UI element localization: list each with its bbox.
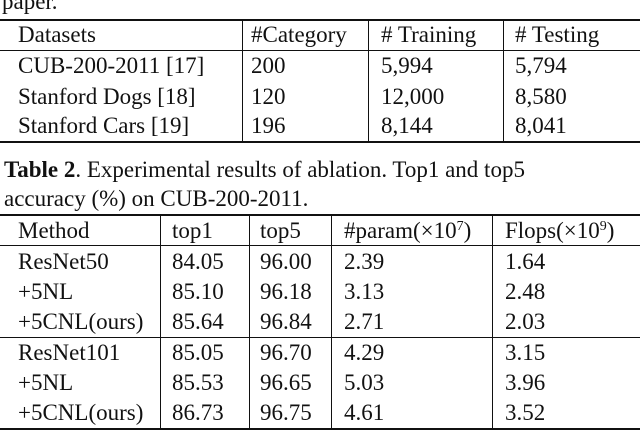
flops-header-suffix: ) [606,218,615,243]
table2-caption-line1: Table 2. Experimental results of ablatio… [4,157,525,183]
table2-cell: +5CNL(ours) [18,400,144,425]
table2-cell: 1.64 [505,249,546,274]
table1-cell: 8,144 [381,113,433,138]
table1-cell: 8,041 [515,113,567,138]
table2-caption-text: . Experimental results of ablation. Top1… [75,157,525,182]
param-header-prefix: #param(×10 [344,218,457,243]
table2-bottom-rule [0,428,640,430]
table1-bottom-rule [0,141,640,143]
table1-cell: 5,994 [381,53,433,78]
table2-cell: 96.00 [260,249,312,274]
table1-header-testing: # Testing [515,22,600,47]
table1-header-rule [0,50,640,51]
table1-cell: 120 [251,84,286,109]
table2-cell: ResNet101 [18,340,121,365]
table2-caption-label: Table 2 [4,157,76,182]
table2-cell: 3.13 [344,279,385,304]
table2-cell: 85.53 [172,370,224,395]
table2-cell: 2.48 [505,279,546,304]
table2-cell: 2.71 [344,309,385,334]
table2-cell: ResNet50 [18,249,109,274]
table1-cell: 5,794 [515,53,567,78]
table2-cell: 96.75 [260,400,312,425]
table2-cell: 3.15 [505,340,546,365]
table2-cell: 3.96 [505,370,546,395]
table2-cell: +5NL [18,279,74,304]
table2-caption-line2: accuracy (%) on CUB-200-2011. [4,186,309,211]
table1-cell: Stanford Dogs [18] [18,84,196,109]
table2-cell: 85.05 [172,340,224,365]
table1-header-category: #Category [251,22,347,47]
table2-cell: 2.39 [344,249,385,274]
table2-cell: 96.84 [260,309,312,334]
table2-col-divider [331,215,332,428]
table1-cell: Stanford Cars [19] [18,113,190,138]
table2-cell: 3.52 [505,400,546,425]
table2-cell: 85.64 [172,309,224,334]
param-header-suffix: ) [463,218,472,243]
table2-cell: +5CNL(ours) [18,309,144,334]
table2-cell: 5.03 [344,370,385,395]
table2-cell: 4.29 [344,340,385,365]
table2-col-divider [160,215,161,428]
table2-cell: 84.05 [172,249,224,274]
table1-cell: 196 [251,113,286,138]
table2-header-top5: top5 [260,218,301,243]
table2-cell: 96.70 [260,340,312,365]
table2-header-rule [0,245,640,246]
table1-cell: 8,580 [515,84,567,109]
table2-cell: 85.10 [172,279,224,304]
table2-cell: +5NL [18,370,74,395]
table2-col-divider [249,215,250,428]
flops-header-prefix: Flops(×10 [505,218,600,243]
table1-cell: 200 [251,53,286,78]
table1-header-datasets: Datasets [18,22,96,47]
table1-cell: CUB-200-2011 [17] [18,53,205,78]
table2-header-param: #param(×107) [344,218,471,244]
table2-cell: 86.73 [172,400,224,425]
table1-header-training: # Training [381,22,477,47]
table2-header-method: Method [18,218,90,243]
table2-cell: 96.18 [260,279,312,304]
flops-header-exponent: 9 [599,219,607,234]
table1-col-divider [503,20,504,141]
table2-group-rule [0,337,640,338]
table1-col-divider [242,20,243,141]
table2-cell: 96.65 [260,370,312,395]
table1-top-rule [0,19,640,21]
table1-col-divider [368,20,369,141]
table2-top-rule [0,214,640,216]
table2-cell: 4.61 [344,400,385,425]
table2-col-divider [492,215,493,428]
table2-cell: 2.03 [505,309,546,334]
param-header-exponent: 7 [456,219,464,234]
preceding-text-fragment: paper. [2,0,58,14]
table2-header-top1: top1 [172,218,213,243]
table1-cell: 12,000 [381,84,445,109]
table2-header-flops: Flops(×109) [505,218,614,244]
